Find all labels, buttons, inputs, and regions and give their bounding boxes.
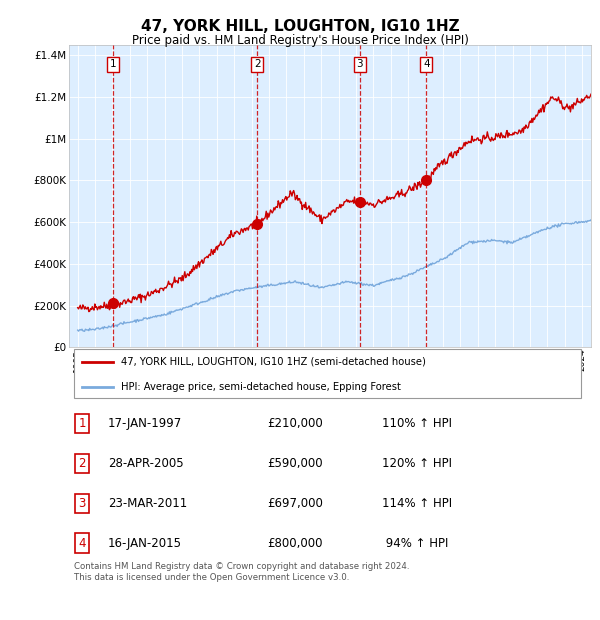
Text: £590,000: £590,000 [268, 457, 323, 470]
Text: 1: 1 [78, 417, 86, 430]
Text: 4: 4 [78, 537, 86, 550]
Text: 28-APR-2005: 28-APR-2005 [108, 457, 184, 470]
Text: £210,000: £210,000 [268, 417, 323, 430]
Text: Contains HM Land Registry data © Crown copyright and database right 2024.
This d: Contains HM Land Registry data © Crown c… [74, 562, 410, 582]
Text: 3: 3 [356, 60, 363, 69]
FancyBboxPatch shape [74, 350, 581, 397]
Text: £697,000: £697,000 [268, 497, 323, 510]
Text: 114% ↑ HPI: 114% ↑ HPI [382, 497, 452, 510]
Text: 1: 1 [110, 60, 116, 69]
Text: 94% ↑ HPI: 94% ↑ HPI [382, 537, 449, 550]
Text: 23-MAR-2011: 23-MAR-2011 [108, 497, 187, 510]
Text: 120% ↑ HPI: 120% ↑ HPI [382, 457, 452, 470]
Text: 4: 4 [423, 60, 430, 69]
Text: 17-JAN-1997: 17-JAN-1997 [108, 417, 182, 430]
Text: 47, YORK HILL, LOUGHTON, IG10 1HZ: 47, YORK HILL, LOUGHTON, IG10 1HZ [140, 19, 460, 33]
Text: HPI: Average price, semi-detached house, Epping Forest: HPI: Average price, semi-detached house,… [121, 382, 401, 392]
Text: 16-JAN-2015: 16-JAN-2015 [108, 537, 182, 550]
Text: 2: 2 [254, 60, 260, 69]
Text: Price paid vs. HM Land Registry's House Price Index (HPI): Price paid vs. HM Land Registry's House … [131, 34, 469, 47]
Text: 110% ↑ HPI: 110% ↑ HPI [382, 417, 452, 430]
Text: £800,000: £800,000 [268, 537, 323, 550]
Text: 47, YORK HILL, LOUGHTON, IG10 1HZ (semi-detached house): 47, YORK HILL, LOUGHTON, IG10 1HZ (semi-… [121, 357, 426, 367]
Text: 3: 3 [79, 497, 86, 510]
Text: 2: 2 [78, 457, 86, 470]
